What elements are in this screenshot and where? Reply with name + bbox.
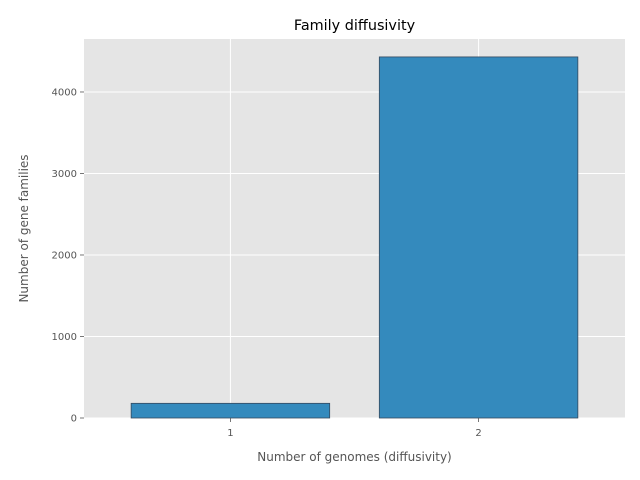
bar-1	[130, 402, 331, 419]
y-tick-label: 2000	[52, 250, 77, 261]
bar-2	[378, 56, 579, 419]
y-tick-label: 0	[71, 414, 77, 425]
x-tick-label: 1	[227, 428, 233, 439]
y-tick-label: 4000	[52, 87, 77, 98]
bars	[130, 56, 579, 419]
y-tick-label: 1000	[52, 332, 77, 343]
x-tick-label: 2	[475, 428, 481, 439]
axis-ticks: 0 1000 2000 3000 4000 1 2	[52, 87, 482, 439]
y-tick-label: 3000	[52, 169, 77, 180]
chart-title: Family diffusivity	[294, 18, 416, 34]
y-axis-label: Number of gene families	[17, 154, 31, 302]
x-axis-label: Number of genomes (diffusivity)	[257, 450, 452, 464]
